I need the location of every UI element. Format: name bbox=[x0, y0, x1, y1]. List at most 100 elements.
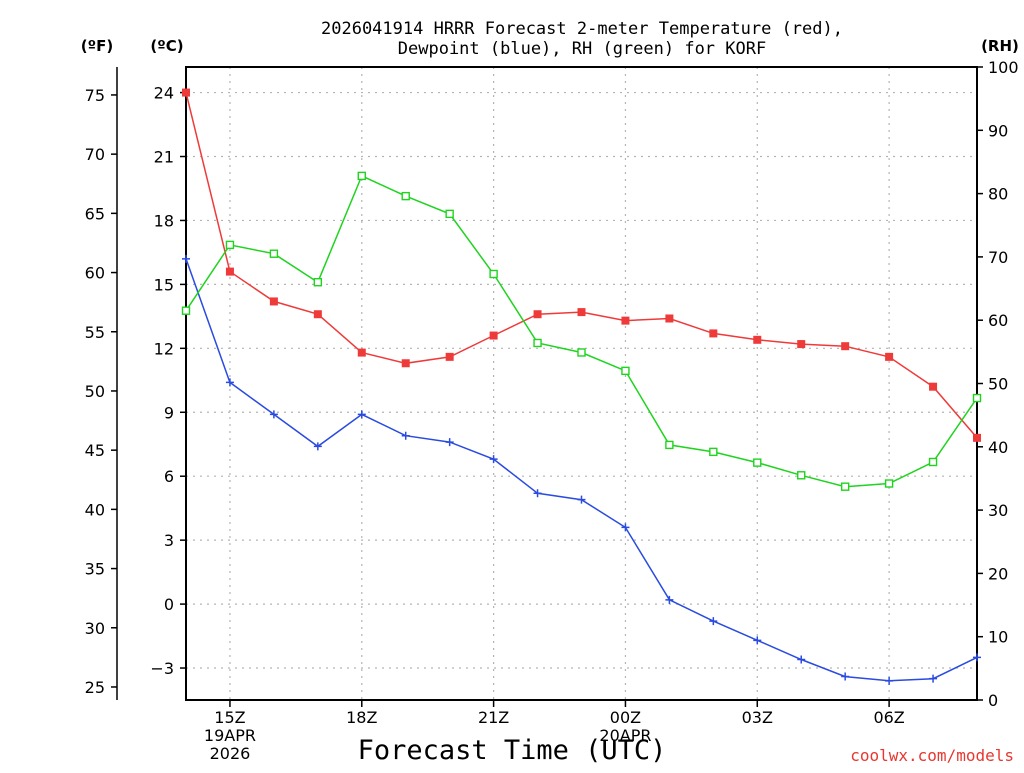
dewpoint-point bbox=[709, 617, 718, 626]
temperature-point bbox=[841, 342, 850, 351]
fahrenheit-axis-ticks: 25 30 35 40 45 50 55 60 65 70 75 bbox=[85, 86, 117, 697]
temperature-point bbox=[401, 359, 410, 368]
dewpoint-point bbox=[313, 442, 322, 451]
celsius-axis-ticks: −3 0 3 6 9 12 15 18 21 24 bbox=[150, 84, 186, 678]
celsius-tick-label: 12 bbox=[154, 339, 174, 358]
x-axis-title: Forecast Time (UTC) bbox=[358, 735, 667, 766]
rh-point bbox=[972, 393, 982, 403]
temperature-point bbox=[357, 348, 366, 357]
rh-point bbox=[840, 482, 850, 491]
temperature-point bbox=[665, 314, 674, 323]
celsius-tick-label: 21 bbox=[154, 148, 174, 167]
x-tick-label: 15Z bbox=[214, 708, 245, 727]
dewpoint-point bbox=[357, 410, 366, 419]
dewpoint-point bbox=[885, 676, 894, 685]
temperature-point bbox=[533, 310, 542, 319]
dewpoint-point bbox=[225, 378, 234, 387]
dewpoint-point bbox=[269, 410, 278, 419]
x-tick-label: 19APR bbox=[204, 726, 256, 745]
x-tick-label: 2026 bbox=[210, 744, 251, 763]
fahrenheit-tick-label: 70 bbox=[85, 145, 105, 164]
temperature-point bbox=[445, 352, 454, 361]
rh-tick-label: 30 bbox=[988, 501, 1008, 520]
temperature-point bbox=[313, 310, 322, 319]
rh-axis-ticks: 0 10 20 30 40 50 60 70 80 90 100 bbox=[977, 58, 1019, 710]
celsius-tick-label: 15 bbox=[154, 275, 174, 294]
series-layer bbox=[181, 88, 982, 685]
fahrenheit-tick-label: 25 bbox=[85, 678, 105, 697]
x-tick-label: 06Z bbox=[873, 708, 904, 727]
dewpoint-point bbox=[401, 431, 410, 440]
celsius-tick-label: −3 bbox=[150, 659, 174, 678]
rh-point bbox=[884, 479, 894, 488]
rh-tick-label: 0 bbox=[988, 691, 998, 710]
dewpoint-point bbox=[533, 489, 542, 498]
rh-series bbox=[181, 171, 982, 491]
celsius-tick-label: 3 bbox=[164, 531, 174, 550]
celsius-tick-label: 0 bbox=[164, 595, 174, 614]
rh-point bbox=[445, 209, 454, 219]
rh-point bbox=[577, 348, 586, 357]
rh-tick-label: 10 bbox=[988, 628, 1008, 647]
temperature-point bbox=[621, 316, 630, 325]
temperature-point bbox=[225, 267, 234, 276]
fahrenheit-tick-label: 55 bbox=[85, 323, 105, 342]
temperature-point bbox=[929, 382, 938, 391]
dewpoint-point bbox=[577, 495, 586, 504]
dewpoint-series bbox=[182, 254, 981, 685]
fahrenheit-tick-label: 30 bbox=[85, 619, 105, 638]
rh-point bbox=[225, 240, 235, 250]
rh-tick-label: 50 bbox=[988, 375, 1008, 394]
dewpoint-point bbox=[929, 674, 938, 683]
dewpoint-point bbox=[621, 523, 630, 532]
rh-point bbox=[269, 249, 279, 258]
temperature-point bbox=[885, 352, 894, 361]
rh-point bbox=[797, 471, 806, 480]
dewpoint-point bbox=[665, 595, 674, 604]
credit-text: coolwx.com/models bbox=[850, 746, 1014, 765]
celsius-tick-label: 6 bbox=[164, 467, 174, 486]
fahrenheit-tick-label: 40 bbox=[85, 500, 105, 519]
chart-title-line-1: 2026041914 HRRR Forecast 2-meter Tempera… bbox=[321, 19, 843, 39]
rh-point bbox=[313, 278, 323, 287]
rh-point bbox=[753, 458, 762, 467]
x-tick-label: 20APR bbox=[599, 726, 651, 745]
temperature-point bbox=[182, 88, 190, 97]
rh-tick-label: 100 bbox=[988, 58, 1019, 77]
rh-tick-label: 80 bbox=[988, 185, 1008, 204]
temperature-point bbox=[577, 308, 586, 317]
plot-frame bbox=[185, 66, 978, 701]
rh-point bbox=[928, 457, 938, 467]
rh-point bbox=[181, 306, 191, 315]
rh-point bbox=[709, 447, 718, 457]
dewpoint-point bbox=[445, 438, 454, 447]
fahrenheit-tick-label: 60 bbox=[85, 264, 105, 283]
fahrenheit-tick-label: 50 bbox=[85, 382, 105, 401]
rh-tick-label: 20 bbox=[988, 564, 1008, 583]
temperature-point bbox=[753, 335, 762, 344]
dewpoint-line bbox=[185, 258, 978, 682]
temperature-point bbox=[269, 297, 278, 306]
x-tick-label: 00Z bbox=[610, 708, 641, 727]
rh-tick-label: 60 bbox=[988, 311, 1008, 330]
x-tick-label: 21Z bbox=[478, 708, 509, 727]
celsius-tick-label: 9 bbox=[164, 403, 174, 422]
dewpoint-point bbox=[973, 653, 981, 662]
rh-point bbox=[621, 366, 630, 376]
dewpoint-point bbox=[797, 655, 806, 664]
rh-line bbox=[185, 174, 978, 488]
rh-point bbox=[489, 269, 498, 279]
rh-point bbox=[401, 191, 410, 201]
rh-tick-label: 70 bbox=[988, 248, 1008, 267]
x-tick-label: 18Z bbox=[346, 708, 377, 727]
celsius-tick-label: 18 bbox=[154, 211, 174, 230]
temperature-line bbox=[185, 92, 978, 439]
temperature-point bbox=[489, 331, 498, 340]
rh-tick-label: 40 bbox=[988, 438, 1008, 457]
fahrenheit-unit-label: (ºF) bbox=[81, 37, 113, 55]
celsius-unit-label: (ºC) bbox=[150, 37, 183, 55]
fahrenheit-tick-label: 75 bbox=[85, 86, 105, 105]
rh-point bbox=[357, 171, 366, 181]
